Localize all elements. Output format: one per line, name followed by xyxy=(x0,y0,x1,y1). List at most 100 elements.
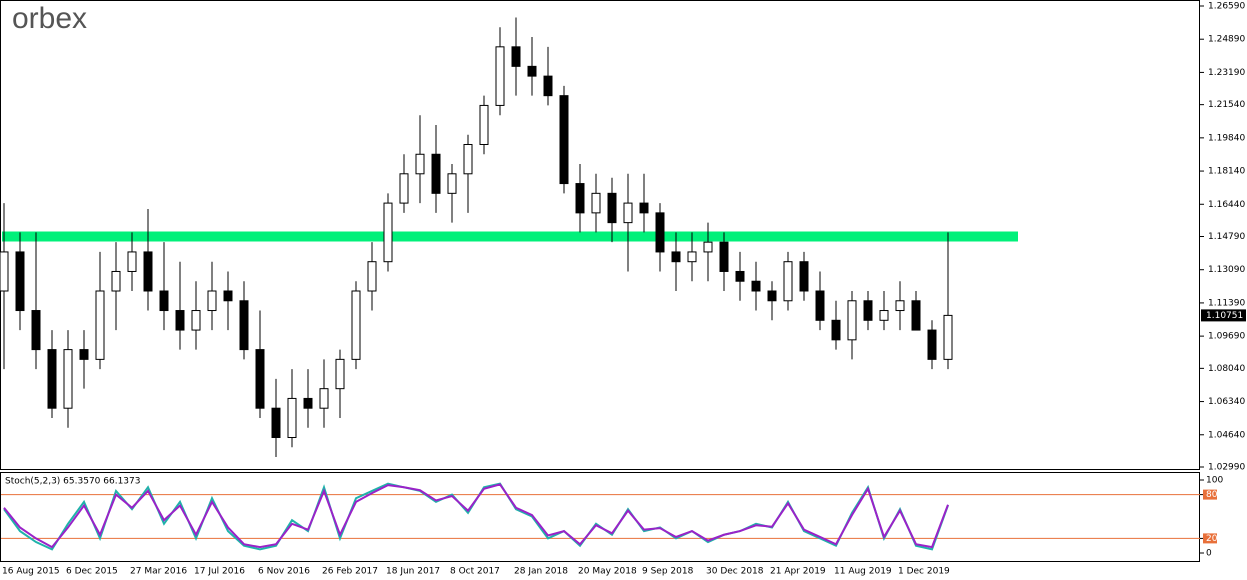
candle-body xyxy=(751,280,761,292)
candle-body xyxy=(927,329,937,360)
y-tick-label: 1.09690 xyxy=(1208,332,1245,342)
candle-body xyxy=(111,270,121,292)
candle-body xyxy=(655,212,665,253)
x-tick-label: 17 Jul 2016 xyxy=(194,567,245,577)
candle-body xyxy=(703,241,713,253)
x-tick-label: 28 Jan 2018 xyxy=(514,567,568,577)
candle-body xyxy=(687,251,697,263)
candle-body xyxy=(159,290,169,312)
candle-body xyxy=(831,319,841,341)
candle-body xyxy=(15,251,25,312)
candle-body xyxy=(287,397,297,439)
x-tick-label: 27 Mar 2016 xyxy=(130,567,187,577)
y-tick-label: 1.18140 xyxy=(1208,167,1245,177)
candle-body xyxy=(303,397,313,409)
candle-body xyxy=(463,143,473,175)
candle-body xyxy=(543,75,553,97)
y-tick-label: 1.26590 xyxy=(1208,2,1245,12)
y-tick-label: 100 xyxy=(1206,476,1223,486)
candle-body xyxy=(223,290,233,302)
candle-body xyxy=(79,349,89,360)
y-tick-label: 1.11390 xyxy=(1208,298,1245,308)
stoch-line xyxy=(3,483,949,549)
candle-body xyxy=(639,202,649,214)
current-price: 1.10751 xyxy=(1206,311,1243,321)
candle-body xyxy=(415,153,425,175)
candle-body xyxy=(943,314,953,360)
x-tick-label: 26 Feb 2017 xyxy=(322,567,378,577)
candle-body xyxy=(63,349,73,409)
candle-body xyxy=(319,388,329,409)
candle-body xyxy=(591,192,601,214)
candle-body xyxy=(559,95,569,185)
logo: orbex xyxy=(12,2,87,35)
candle-body xyxy=(431,153,441,194)
y-tick-label: 1.16440 xyxy=(1208,200,1245,210)
candle-body xyxy=(863,300,873,321)
candle-body xyxy=(767,290,777,302)
candle-body xyxy=(783,261,793,302)
candle-body xyxy=(735,270,745,282)
y-tick-label: 1.21540 xyxy=(1208,100,1245,110)
x-tick-label: 6 Dec 2015 xyxy=(66,567,118,577)
y-tick-label: 1.08040 xyxy=(1208,364,1245,374)
candle-body xyxy=(527,65,537,77)
x-tick-label: 18 Jun 2017 xyxy=(386,567,440,577)
candle-body xyxy=(31,310,41,351)
candle-body xyxy=(175,310,185,331)
candle-body xyxy=(271,407,281,439)
candle-body xyxy=(511,46,521,67)
y-tick-label: 1.24890 xyxy=(1208,35,1245,45)
candle-body xyxy=(191,310,201,331)
x-tick-label: 11 Aug 2019 xyxy=(834,567,892,577)
candle-body xyxy=(607,192,617,224)
y-tick-label: 1.06340 xyxy=(1208,397,1245,407)
candle-body xyxy=(255,349,265,409)
x-tick-label: 8 Oct 2017 xyxy=(450,567,500,577)
candle-body xyxy=(479,104,489,145)
price-box xyxy=(1201,309,1246,322)
candle-body xyxy=(207,290,217,312)
candle-body xyxy=(447,173,457,194)
x-tick-label: 16 Aug 2015 xyxy=(2,567,60,577)
candle-body xyxy=(815,290,825,321)
y-tick-label: 1.02990 xyxy=(1208,463,1245,473)
x-tick-label: 9 Sep 2018 xyxy=(642,567,694,577)
candle-body xyxy=(399,173,409,204)
candle-body xyxy=(911,300,921,331)
candle-body xyxy=(0,251,9,292)
candle-body xyxy=(895,300,905,312)
y-tick-label: 20 xyxy=(1206,534,1218,544)
y-tick-label: 0 xyxy=(1206,549,1212,559)
y-tick-label: 1.04640 xyxy=(1208,430,1245,440)
candle-body xyxy=(847,300,857,341)
x-tick-label: 1 Dec 2019 xyxy=(898,567,950,577)
x-tick-label: 21 Apr 2019 xyxy=(770,567,826,577)
candle-body xyxy=(95,290,105,360)
candle-body xyxy=(47,349,57,409)
level-band xyxy=(2,231,1018,242)
indicator-title: Stoch(5,2,3) 65.3570 66.1373 xyxy=(5,477,140,487)
main-frame xyxy=(0,0,1200,470)
candle-body xyxy=(335,358,345,390)
candle-body xyxy=(495,46,505,106)
y-tick-label: 80 xyxy=(1206,490,1218,500)
candle-body xyxy=(383,202,393,263)
candle-body xyxy=(239,300,249,351)
candle-body xyxy=(127,251,137,272)
candle-body xyxy=(367,261,377,292)
x-tick-label: 20 May 2018 xyxy=(578,567,637,577)
y-tick-label: 1.19840 xyxy=(1208,133,1245,143)
x-tick-label: 30 Dec 2018 xyxy=(706,567,764,577)
candle-body xyxy=(623,202,633,224)
stoch-frame xyxy=(0,472,1200,562)
x-tick-label: 6 Nov 2016 xyxy=(258,567,310,577)
candle-body xyxy=(575,183,585,214)
candle-body xyxy=(671,251,681,263)
candle-body xyxy=(351,290,361,360)
tick-box xyxy=(1203,533,1217,544)
y-tick-label: 1.23190 xyxy=(1208,68,1245,78)
y-tick-label: 1.13090 xyxy=(1208,265,1245,275)
candle-body xyxy=(879,310,889,321)
tick-box xyxy=(1203,489,1217,500)
